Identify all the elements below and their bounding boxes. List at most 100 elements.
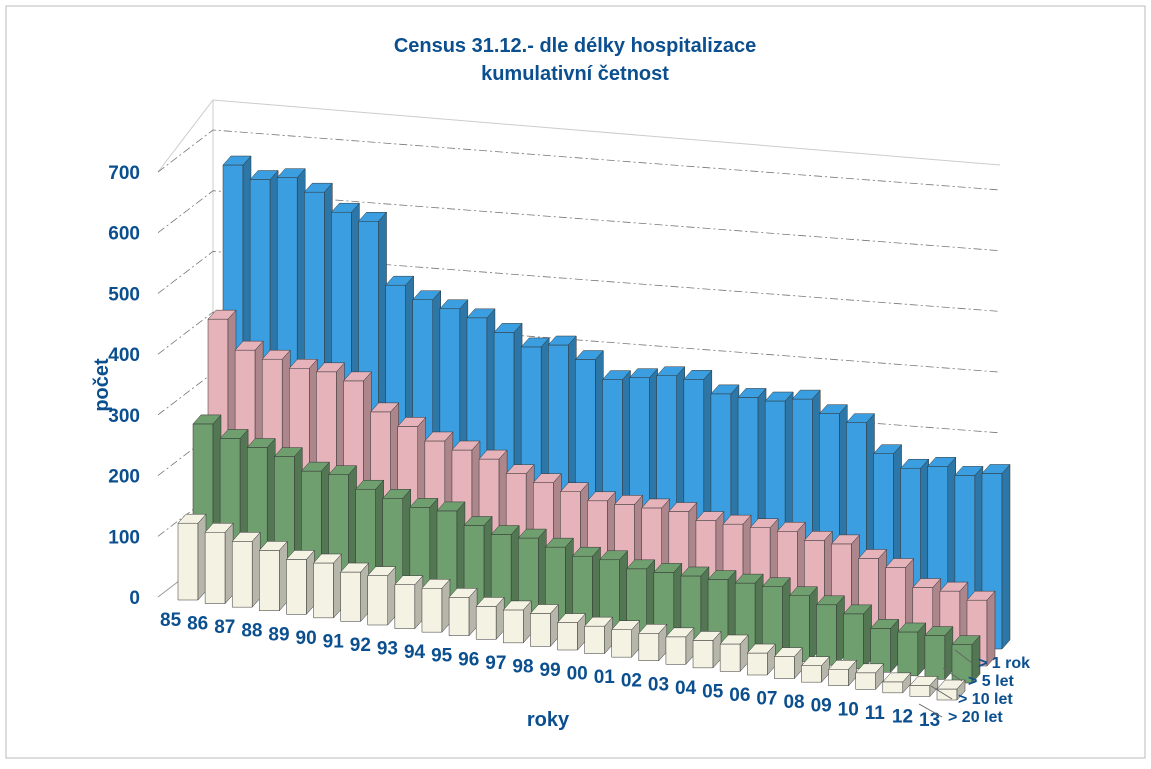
y-tick-label: 500 xyxy=(108,284,140,305)
bar-face xyxy=(207,309,237,320)
chart-title: Census 31.12.- dle délky hospitalizace xyxy=(394,35,756,57)
bar-face xyxy=(601,370,632,380)
bar-face xyxy=(273,447,303,457)
x-tick-label: 85 xyxy=(160,610,182,631)
bar xyxy=(556,612,587,651)
bar-face xyxy=(544,537,574,548)
bar-face xyxy=(285,550,315,560)
bar-face xyxy=(204,532,226,604)
bar xyxy=(692,630,722,669)
x-tick-label: 96 xyxy=(458,649,479,670)
bar xyxy=(788,586,818,663)
bar-face xyxy=(370,402,400,413)
bar-face xyxy=(776,522,806,532)
bar-face xyxy=(258,541,288,551)
bar xyxy=(828,659,858,687)
bar-face xyxy=(912,578,942,588)
bar-face xyxy=(641,498,671,509)
bar-face xyxy=(707,570,737,580)
bar xyxy=(746,643,776,676)
bar-face xyxy=(774,656,795,679)
bar-face xyxy=(249,170,279,180)
bar-face xyxy=(863,604,872,670)
bar-face xyxy=(951,635,981,645)
bar-face xyxy=(303,182,333,193)
bar-face xyxy=(315,362,345,373)
bar-face xyxy=(719,634,749,645)
bar-face xyxy=(261,349,291,360)
bar-face xyxy=(818,404,848,414)
bar-face xyxy=(387,565,396,626)
bar-face xyxy=(574,350,604,360)
bar xyxy=(584,616,614,655)
bar xyxy=(448,587,478,637)
bar-face xyxy=(801,665,822,683)
bar-face xyxy=(855,663,885,674)
bar xyxy=(529,603,559,648)
legend-label: > 1 rok xyxy=(978,655,1030,672)
bar-face xyxy=(746,643,776,654)
bar-face xyxy=(197,513,207,601)
bar-face xyxy=(382,489,412,499)
bar-face xyxy=(981,464,1011,474)
bar xyxy=(843,604,873,670)
bar-face xyxy=(754,573,764,656)
bar-face xyxy=(502,600,532,611)
bar-face xyxy=(394,584,416,629)
bar-face xyxy=(803,531,833,541)
bar xyxy=(966,590,996,667)
bar-face xyxy=(900,458,930,469)
bar-face xyxy=(815,595,846,606)
bar-face xyxy=(909,676,939,686)
bar-face xyxy=(394,575,424,585)
y-tick-label: 700 xyxy=(108,163,140,184)
bar-face xyxy=(556,613,587,623)
bar-face xyxy=(870,619,900,629)
bar-face xyxy=(412,290,442,300)
bar xyxy=(800,656,831,683)
x-tick-label: 97 xyxy=(485,653,506,674)
bar xyxy=(394,575,424,630)
bar-face xyxy=(409,498,439,508)
x-tick-label: 87 xyxy=(214,617,235,638)
bar-face xyxy=(231,532,261,542)
bar-face xyxy=(276,168,306,178)
bar-face xyxy=(286,559,307,615)
bar-face xyxy=(927,457,957,467)
bar-face xyxy=(493,323,523,333)
bar-face xyxy=(791,389,821,400)
bar-face xyxy=(219,429,249,439)
x-tick-label: 89 xyxy=(268,624,289,645)
bar-face xyxy=(828,660,858,670)
bar-face xyxy=(737,388,767,398)
bar-face xyxy=(936,688,958,701)
bar-face xyxy=(231,541,253,608)
bar-face xyxy=(692,631,722,641)
bar-face xyxy=(626,559,656,570)
bar-face xyxy=(855,672,876,690)
bar xyxy=(231,531,261,608)
bar xyxy=(204,522,234,605)
bar xyxy=(870,618,900,673)
legend-tick xyxy=(930,685,953,700)
legend-tick xyxy=(954,649,973,664)
bar-face xyxy=(761,577,791,587)
bar xyxy=(367,565,397,626)
bar-face xyxy=(547,335,577,346)
y-tick-label: 300 xyxy=(108,406,140,427)
bar xyxy=(981,463,1011,650)
bar xyxy=(340,562,370,623)
bar xyxy=(719,634,749,673)
bar-face xyxy=(954,466,984,476)
bar-face xyxy=(665,636,687,665)
x-tick-label: 02 xyxy=(621,671,642,692)
bar-face xyxy=(421,579,451,589)
bar-face xyxy=(747,652,768,676)
bar-face xyxy=(845,413,876,423)
legend-label: > 5 let xyxy=(968,673,1014,690)
bar-face xyxy=(204,523,234,533)
bar-face xyxy=(340,571,361,622)
bar-face xyxy=(939,581,969,592)
bar-face xyxy=(177,513,207,524)
bar-face xyxy=(809,586,818,663)
